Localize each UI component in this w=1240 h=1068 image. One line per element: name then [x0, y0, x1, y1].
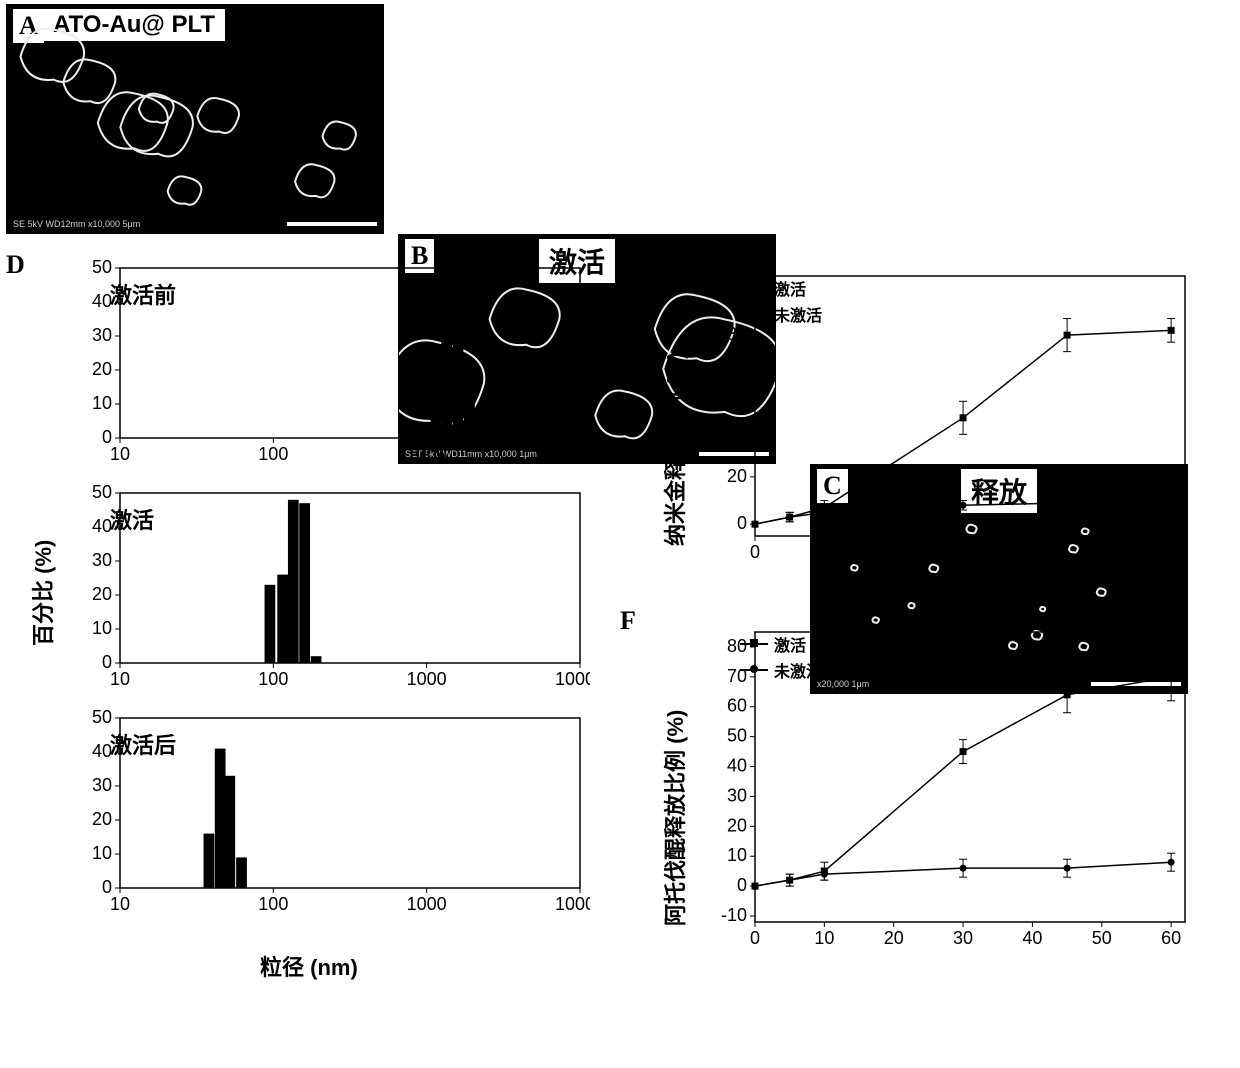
- subplot-title-d1: 激活前: [110, 278, 176, 310]
- svg-text:1000: 1000: [407, 444, 447, 464]
- svg-text:10000: 10000: [555, 894, 590, 914]
- sem-panel-a: A ATO-Au@ PLT SE 5kV WD12mm x10,000 5μm: [6, 4, 384, 234]
- svg-text:40: 40: [92, 741, 112, 761]
- subplot-title-d3: 激活后: [110, 728, 176, 760]
- svg-text:100: 100: [258, 444, 288, 464]
- svg-text:10: 10: [727, 845, 747, 865]
- y-axis-title-d: 百分比 (%): [26, 506, 58, 646]
- legend-item: 激活: [740, 632, 822, 656]
- legend-label: 激活: [774, 632, 806, 656]
- svg-text:0: 0: [737, 875, 747, 895]
- svg-text:10: 10: [92, 843, 112, 863]
- svg-text:20: 20: [92, 359, 112, 379]
- svg-text:100: 100: [258, 894, 288, 914]
- svg-text:50: 50: [1092, 542, 1112, 562]
- sem-meta-a: SE 5kV WD12mm x10,000 5μm: [13, 219, 140, 229]
- svg-text:50: 50: [92, 708, 112, 727]
- svg-text:30: 30: [92, 325, 112, 345]
- legend-item: 激活: [740, 276, 822, 300]
- panel-label-d: D: [6, 250, 25, 280]
- svg-text:50: 50: [1092, 928, 1112, 948]
- svg-text:20: 20: [92, 584, 112, 604]
- svg-text:1000: 1000: [407, 669, 447, 689]
- svg-text:60: 60: [1161, 542, 1181, 562]
- svg-text:10: 10: [110, 894, 130, 914]
- legend-marker-circle: [740, 313, 768, 315]
- svg-text:1000: 1000: [407, 894, 447, 914]
- svg-text:20: 20: [884, 542, 904, 562]
- svg-text:10: 10: [110, 669, 130, 689]
- y-axis-title-f: 阿托伐醌释放比例 (%): [658, 686, 690, 926]
- legend-e: 激活未激活: [740, 276, 822, 328]
- sem-footer-a: SE 5kV WD12mm x10,000 5μm: [13, 219, 377, 229]
- y-axis-title-e: 纳米金释放比例 (%): [658, 326, 690, 546]
- svg-text:10: 10: [110, 444, 130, 464]
- subplot-title-d2: 激活: [110, 503, 154, 535]
- panel-label-e: E: [620, 250, 637, 280]
- svg-text:50: 50: [92, 483, 112, 502]
- svg-text:10: 10: [92, 393, 112, 413]
- legend-f: 激活未激活: [740, 632, 822, 684]
- legend-label: 激活: [774, 276, 806, 300]
- svg-text:20: 20: [727, 466, 747, 486]
- svg-text:0: 0: [737, 513, 747, 533]
- svg-text:40: 40: [92, 516, 112, 536]
- svg-text:60: 60: [1161, 928, 1181, 948]
- svg-text:30: 30: [727, 785, 747, 805]
- legend-marker-square: [740, 287, 768, 289]
- svg-text:10000: 10000: [555, 444, 590, 464]
- svg-text:30: 30: [953, 542, 973, 562]
- svg-text:10: 10: [814, 542, 834, 562]
- legend-item: 未激活: [740, 658, 822, 682]
- svg-text:40: 40: [727, 756, 747, 776]
- svg-text:30: 30: [92, 550, 112, 570]
- svg-text:20: 20: [92, 809, 112, 829]
- x-axis-title-d: 粒径 (nm): [260, 950, 358, 982]
- svg-text:40: 40: [1022, 542, 1042, 562]
- svg-text:30: 30: [953, 928, 973, 948]
- legend-marker-circle: [740, 669, 768, 671]
- svg-text:10: 10: [92, 618, 112, 638]
- svg-text:40: 40: [92, 291, 112, 311]
- sem-image-a: [7, 5, 383, 233]
- svg-text:60: 60: [727, 696, 747, 716]
- legend-label: 未激活: [774, 658, 822, 682]
- panel-label-f: F: [620, 606, 636, 636]
- svg-text:40: 40: [1022, 928, 1042, 948]
- svg-text:50: 50: [727, 726, 747, 746]
- legend-label: 未激活: [774, 302, 822, 326]
- svg-text:0: 0: [750, 928, 760, 948]
- svg-text:10: 10: [814, 928, 834, 948]
- svg-text:100: 100: [258, 669, 288, 689]
- svg-text:10000: 10000: [555, 669, 590, 689]
- svg-text:-10: -10: [721, 905, 747, 925]
- svg-text:0: 0: [750, 542, 760, 562]
- legend-marker-square: [740, 643, 768, 645]
- svg-text:50: 50: [92, 258, 112, 277]
- svg-text:40: 40: [727, 419, 747, 439]
- svg-text:20: 20: [884, 928, 904, 948]
- svg-text:30: 30: [92, 775, 112, 795]
- svg-text:60: 60: [727, 371, 747, 391]
- scalebar-a: [287, 222, 377, 226]
- svg-text:20: 20: [727, 815, 747, 835]
- legend-item: 未激活: [740, 302, 822, 326]
